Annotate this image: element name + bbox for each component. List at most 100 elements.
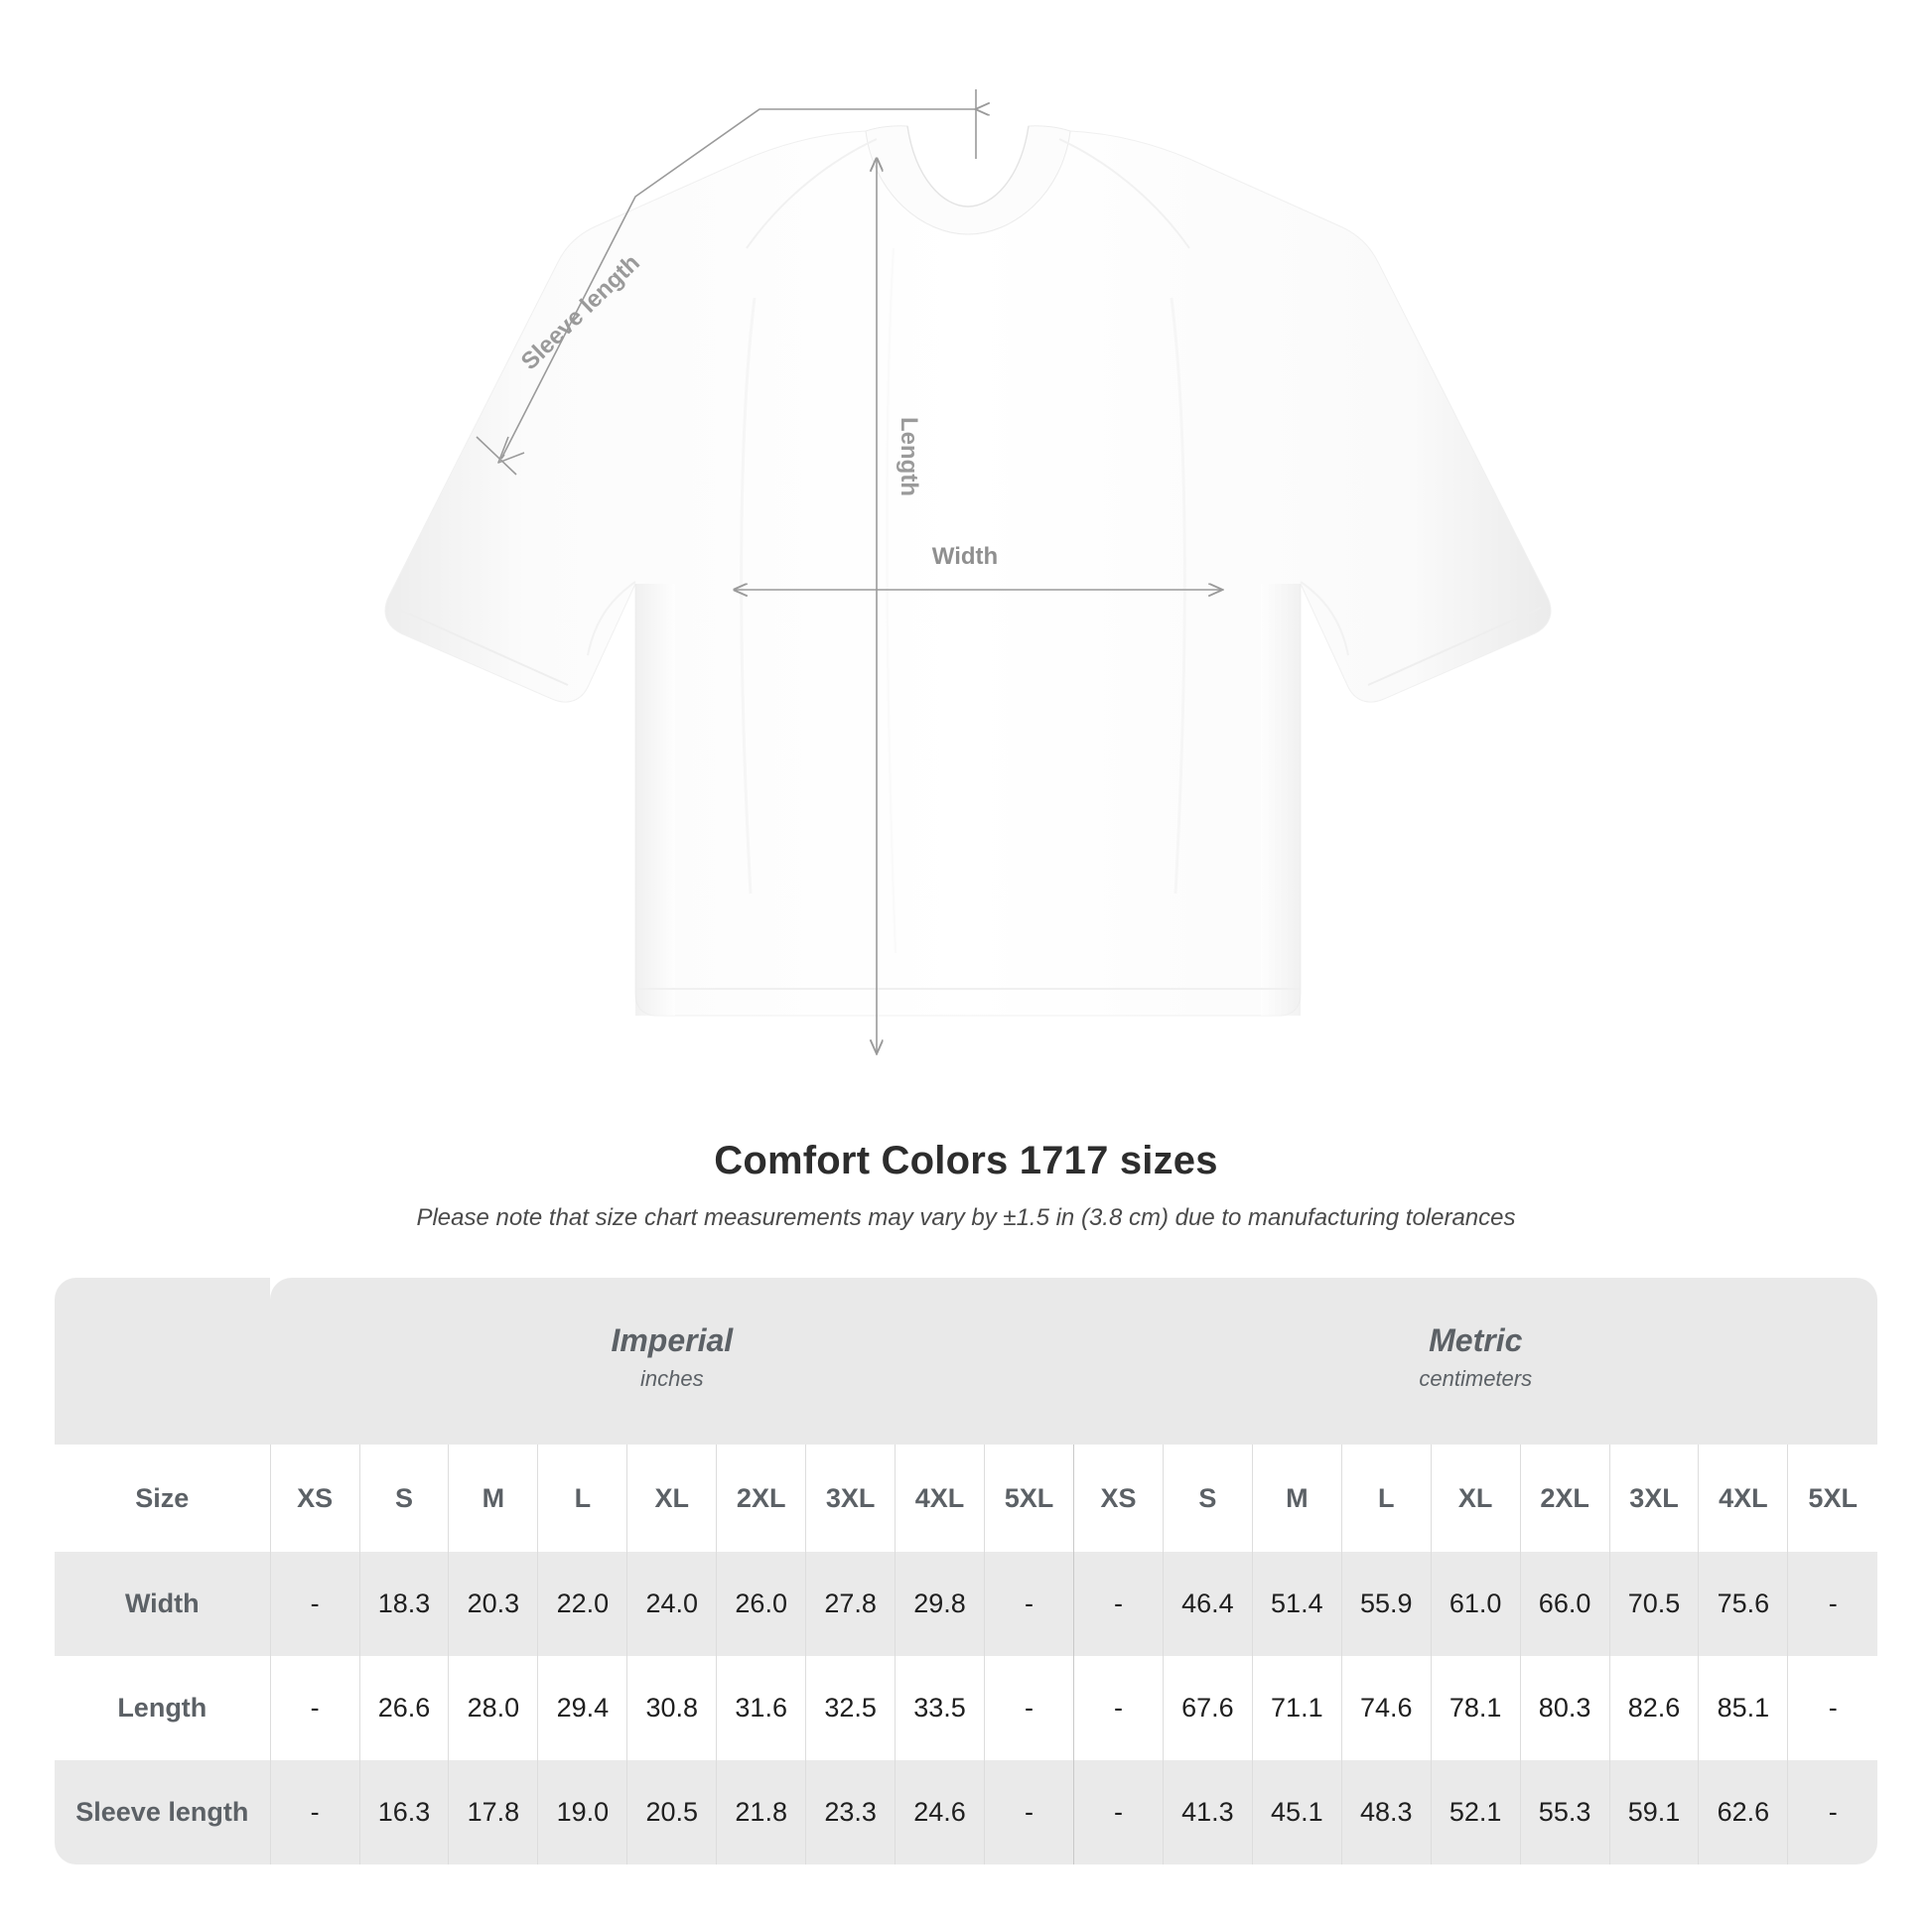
- unit-banner-row: Imperial inches Metric centimeters: [55, 1278, 1877, 1445]
- cell-sleeve-imperial-xl: 20.5: [626, 1760, 717, 1864]
- cell-width-metric-xs: -: [1073, 1552, 1164, 1656]
- size-table: Imperial inches Metric centimeters Size …: [55, 1278, 1877, 1864]
- cell-width-metric-l: 55.9: [1340, 1552, 1432, 1656]
- length-label: Length: [896, 417, 922, 496]
- unit-name-metric: Metric: [1429, 1321, 1523, 1358]
- size-col-metric-xl: XL: [1430, 1445, 1521, 1552]
- size-col-metric-m: M: [1251, 1445, 1342, 1552]
- cell-width-metric-m: 51.4: [1251, 1552, 1342, 1656]
- table-row-sleeve-length: Sleeve length - 16.3 17.8 19.0 20.5 21.8…: [55, 1760, 1877, 1864]
- size-col-metric-4xl: 4XL: [1698, 1445, 1788, 1552]
- table-row-width: Width - 18.3 20.3 22.0 24.0 26.0 27.8 29…: [55, 1552, 1877, 1656]
- cell-length-metric-2xl: 80.3: [1519, 1656, 1610, 1760]
- cell-length-imperial-xl: 30.8: [626, 1656, 717, 1760]
- cell-length-metric-l: 74.6: [1340, 1656, 1432, 1760]
- cell-sleeve-metric-3xl: 59.1: [1608, 1760, 1699, 1864]
- unit-group-metric: Metric centimeters: [1073, 1278, 1877, 1445]
- size-col-imperial-m: M: [448, 1445, 538, 1552]
- cell-width-imperial-2xl: 26.0: [716, 1552, 806, 1656]
- cell-length-metric-xl: 78.1: [1430, 1656, 1521, 1760]
- cell-width-imperial-5xl: -: [983, 1552, 1074, 1656]
- cell-width-metric-2xl: 66.0: [1519, 1552, 1610, 1656]
- row-label-sleeve-length: Sleeve length: [55, 1760, 271, 1864]
- size-col-imperial-2xl: 2XL: [716, 1445, 806, 1552]
- cell-length-metric-3xl: 82.6: [1608, 1656, 1699, 1760]
- cell-width-metric-3xl: 70.5: [1608, 1552, 1699, 1656]
- unit-banner-spacer: [55, 1278, 271, 1445]
- cell-sleeve-imperial-xs: -: [269, 1760, 360, 1864]
- cell-length-imperial-3xl: 32.5: [805, 1656, 896, 1760]
- cell-sleeve-imperial-5xl: -: [983, 1760, 1074, 1864]
- cell-sleeve-metric-xs: -: [1073, 1760, 1164, 1864]
- size-col-imperial-xl: XL: [626, 1445, 717, 1552]
- cell-length-imperial-l: 29.4: [537, 1656, 627, 1760]
- cell-sleeve-metric-2xl: 55.3: [1519, 1760, 1610, 1864]
- row-label-width: Width: [55, 1552, 271, 1656]
- cell-sleeve-imperial-3xl: 23.3: [805, 1760, 896, 1864]
- cell-length-imperial-s: 26.6: [358, 1656, 449, 1760]
- size-col-metric-5xl: 5XL: [1787, 1445, 1877, 1552]
- size-header-label: Size: [135, 1482, 190, 1513]
- cell-length-imperial-2xl: 31.6: [716, 1656, 806, 1760]
- size-col-imperial-3xl: 3XL: [805, 1445, 896, 1552]
- unit-sub-imperial: inches: [640, 1365, 704, 1391]
- size-col-metric-2xl: 2XL: [1519, 1445, 1610, 1552]
- size-col-imperial-s: S: [358, 1445, 449, 1552]
- cell-width-imperial-4xl: 29.8: [895, 1552, 985, 1656]
- cell-width-imperial-3xl: 27.8: [805, 1552, 896, 1656]
- cell-length-imperial-m: 28.0: [448, 1656, 538, 1760]
- unit-name-imperial: Imperial: [611, 1321, 734, 1358]
- table-row-length: Length - 26.6 28.0 29.4 30.8 31.6 32.5 3…: [55, 1656, 1877, 1760]
- cell-width-metric-5xl: -: [1787, 1552, 1877, 1656]
- title-block: Comfort Colors 1717 sizes Please note th…: [0, 1137, 1932, 1233]
- unit-group-imperial: Imperial inches: [270, 1278, 1074, 1445]
- width-label: Width: [932, 543, 998, 570]
- size-col-metric-l: L: [1340, 1445, 1432, 1552]
- cell-length-metric-5xl: -: [1787, 1656, 1877, 1760]
- size-col-imperial-4xl: 4XL: [895, 1445, 985, 1552]
- size-col-metric-s: S: [1162, 1445, 1253, 1552]
- cell-width-metric-s: 46.4: [1162, 1552, 1253, 1656]
- cell-sleeve-metric-m: 45.1: [1251, 1760, 1342, 1864]
- cell-width-imperial-l: 22.0: [537, 1552, 627, 1656]
- cell-length-metric-4xl: 85.1: [1698, 1656, 1788, 1760]
- size-header-row: Size XS S M L XL 2XL 3XL 4XL 5XL XS S M …: [55, 1445, 1877, 1552]
- cell-length-metric-xs: -: [1073, 1656, 1164, 1760]
- cell-sleeve-imperial-4xl: 24.6: [895, 1760, 985, 1864]
- cell-length-metric-s: 67.6: [1162, 1656, 1253, 1760]
- cell-width-imperial-m: 20.3: [448, 1552, 538, 1656]
- cell-sleeve-metric-l: 48.3: [1340, 1760, 1432, 1864]
- cell-width-imperial-s: 18.3: [358, 1552, 449, 1656]
- row-label-length: Length: [55, 1656, 271, 1760]
- cell-sleeve-metric-xl: 52.1: [1430, 1760, 1521, 1864]
- cell-length-imperial-5xl: -: [983, 1656, 1074, 1760]
- measurement-lines: [476, 89, 1221, 1052]
- size-col-metric-xs: XS: [1073, 1445, 1164, 1552]
- chart-subtitle: Please note that size chart measurements…: [416, 1204, 1516, 1231]
- size-col-imperial-xs: XS: [269, 1445, 360, 1552]
- cell-sleeve-imperial-m: 17.8: [448, 1760, 538, 1864]
- cell-sleeve-metric-4xl: 62.6: [1698, 1760, 1788, 1864]
- tshirt-garment: [384, 125, 1552, 1017]
- cell-length-imperial-4xl: 33.5: [895, 1656, 985, 1760]
- cell-sleeve-imperial-2xl: 21.8: [716, 1760, 806, 1864]
- cell-width-metric-xl: 61.0: [1430, 1552, 1521, 1656]
- size-col-imperial-5xl: 5XL: [983, 1445, 1074, 1552]
- sleeve-length-dimension: [476, 89, 977, 476]
- size-table-wrapper: Imperial inches Metric centimeters Size …: [55, 1278, 1877, 1864]
- unit-sub-metric: centimeters: [1419, 1365, 1533, 1391]
- chart-title: Comfort Colors 1717 sizes: [714, 1139, 1218, 1182]
- cell-width-imperial-xs: -: [269, 1552, 360, 1656]
- cell-sleeve-imperial-s: 16.3: [358, 1760, 449, 1864]
- size-col-metric-3xl: 3XL: [1608, 1445, 1699, 1552]
- cell-sleeve-metric-5xl: -: [1787, 1760, 1877, 1864]
- cell-width-imperial-xl: 24.0: [626, 1552, 717, 1656]
- cell-length-metric-m: 71.1: [1251, 1656, 1342, 1760]
- cell-width-metric-4xl: 75.6: [1698, 1552, 1788, 1656]
- tshirt-diagram: Sleeve length Length Width: [384, 89, 1552, 1132]
- size-header-cell: Size: [55, 1445, 271, 1552]
- cell-sleeve-imperial-l: 19.0: [537, 1760, 627, 1864]
- size-col-imperial-l: L: [537, 1445, 627, 1552]
- cell-length-imperial-xs: -: [269, 1656, 360, 1760]
